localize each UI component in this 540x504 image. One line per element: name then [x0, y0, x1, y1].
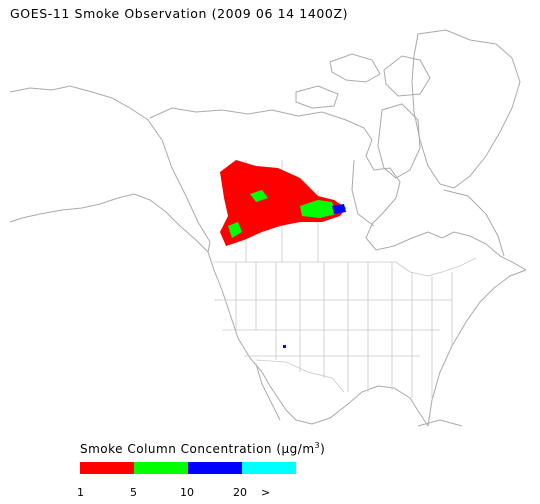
- unit-exponent: 3: [314, 441, 321, 450]
- legend-tick-20: 20: [233, 486, 247, 499]
- gulf-coast: [285, 385, 429, 427]
- alaska-coastline: [9, 85, 211, 254]
- greenland: [411, 29, 521, 189]
- smoke-region-blue: [332, 204, 346, 214]
- smoke-speck-blue: [283, 345, 286, 348]
- baffin-island: [377, 103, 421, 179]
- smoke-region-green-a: [300, 200, 336, 218]
- arctic-coastline: [149, 107, 527, 271]
- smoke-region-green-b: [228, 222, 242, 238]
- arctic-islands-a: [329, 53, 381, 83]
- mu-symbol: μ: [281, 442, 290, 456]
- legend-swatch-red: [80, 462, 134, 474]
- legend-swatch-green: [134, 462, 188, 474]
- labrador: [443, 189, 505, 257]
- legend-tick-5: 5: [130, 486, 137, 499]
- atlantic-coast: [427, 269, 527, 427]
- legend-tick-1: 1: [77, 486, 84, 499]
- legend-swatch-blue: [188, 462, 242, 474]
- smoke-plume: [220, 160, 346, 348]
- arctic-islands-b: [383, 55, 431, 97]
- us-canada-border: [214, 257, 477, 277]
- hudson-bay: [351, 159, 375, 227]
- map-title: GOES-11 Smoke Observation (2009 06 14 14…: [10, 6, 349, 21]
- pacific-coast: [207, 251, 287, 411]
- smoke-region-red: [220, 160, 346, 246]
- legend-tick-10: 10: [180, 486, 194, 499]
- cuba: [417, 419, 463, 427]
- legend-title: Smoke Column Concentration (μg/m3): [80, 441, 326, 456]
- baja: [255, 363, 281, 421]
- legend-color-bar: [80, 462, 296, 474]
- state-lines: [214, 262, 453, 400]
- legend-tick-greater: >: [261, 486, 271, 499]
- smoke-region-green-c: [250, 190, 268, 202]
- legend-swatch-cyan: [242, 462, 296, 474]
- arctic-islands-c: [295, 85, 339, 109]
- us-mexico-border: [255, 359, 345, 393]
- coastlines: [9, 29, 527, 427]
